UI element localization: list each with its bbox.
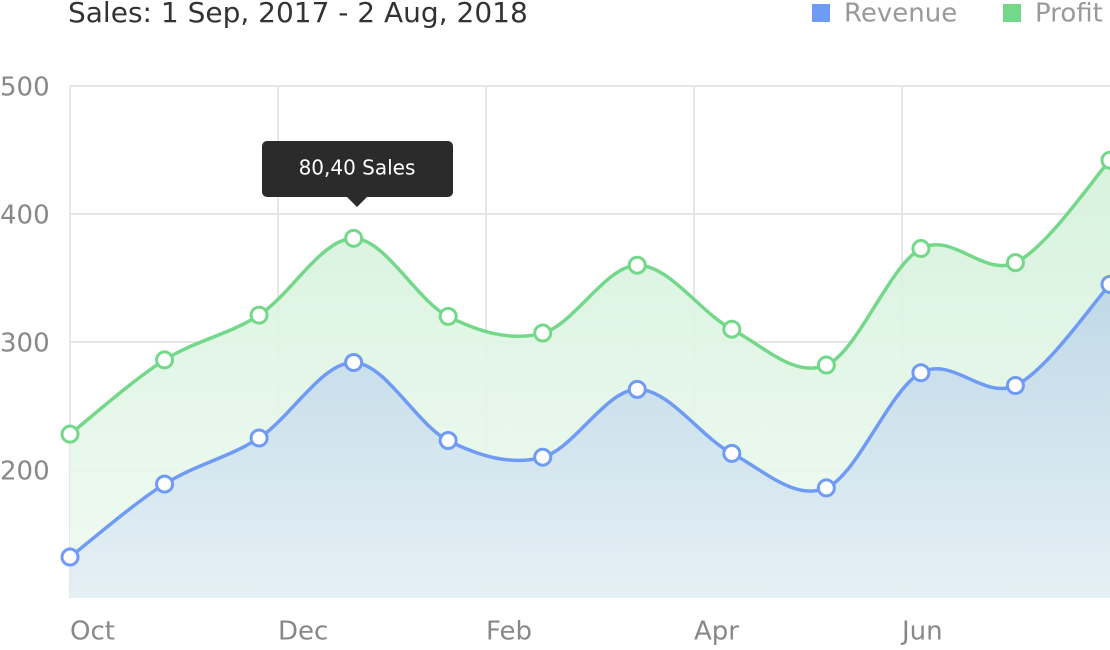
y-tick-label: 500 — [0, 73, 50, 103]
y-tick-label: 200 — [0, 457, 50, 487]
point — [60, 424, 80, 444]
point — [344, 352, 364, 372]
point — [1005, 376, 1025, 396]
tooltip: 80,40 Sales — [262, 141, 453, 207]
point — [627, 255, 647, 275]
point — [155, 474, 175, 494]
area — [70, 284, 1110, 598]
point — [155, 350, 175, 370]
x-tick-label: Jun — [900, 617, 943, 647]
legend-label: Profit — [1035, 0, 1103, 29]
point — [1100, 274, 1110, 294]
point — [816, 478, 836, 498]
point — [816, 355, 836, 375]
x-tick-label: Apr — [694, 617, 739, 647]
point — [1100, 150, 1110, 170]
point — [911, 239, 931, 259]
point — [533, 447, 553, 467]
point — [249, 428, 269, 448]
point — [438, 306, 458, 326]
point — [627, 379, 647, 399]
point — [344, 228, 364, 248]
y-tick-label: 300 — [0, 329, 50, 359]
point — [438, 431, 458, 451]
legend-swatch — [812, 4, 830, 22]
point — [722, 443, 742, 463]
legend-swatch — [1003, 4, 1021, 22]
y-tick-label: 400 — [0, 201, 50, 231]
x-tick-label: Dec — [278, 617, 328, 647]
tooltip-text: 80,40 Sales — [299, 156, 416, 180]
point — [60, 547, 80, 567]
chart-title: Sales: 1 Sep, 2017 - 2 Aug, 2018 — [68, 0, 528, 29]
point — [533, 323, 553, 343]
x-tick-label: Oct — [70, 617, 115, 647]
point — [911, 363, 931, 383]
legend-label: Revenue — [844, 0, 957, 29]
x-tick-label: Feb — [486, 617, 532, 647]
point — [249, 305, 269, 325]
point — [722, 319, 742, 339]
point — [1005, 253, 1025, 273]
